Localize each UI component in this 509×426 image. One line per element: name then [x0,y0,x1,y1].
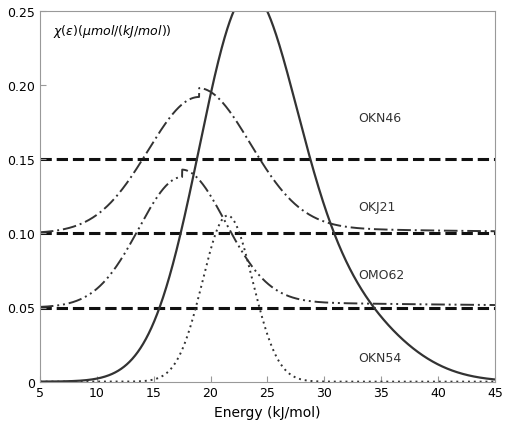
Text: OMO62: OMO62 [358,269,404,282]
X-axis label: Energy (kJ/mol): Energy (kJ/mol) [214,405,320,419]
Text: OKN54: OKN54 [358,351,401,365]
Text: OKJ21: OKJ21 [358,201,395,214]
Text: $\chi(\varepsilon)(\mu mol/(kJ/mol))$: $\chi(\varepsilon)(\mu mol/(kJ/mol))$ [53,23,172,40]
Text: OKN46: OKN46 [358,112,401,125]
